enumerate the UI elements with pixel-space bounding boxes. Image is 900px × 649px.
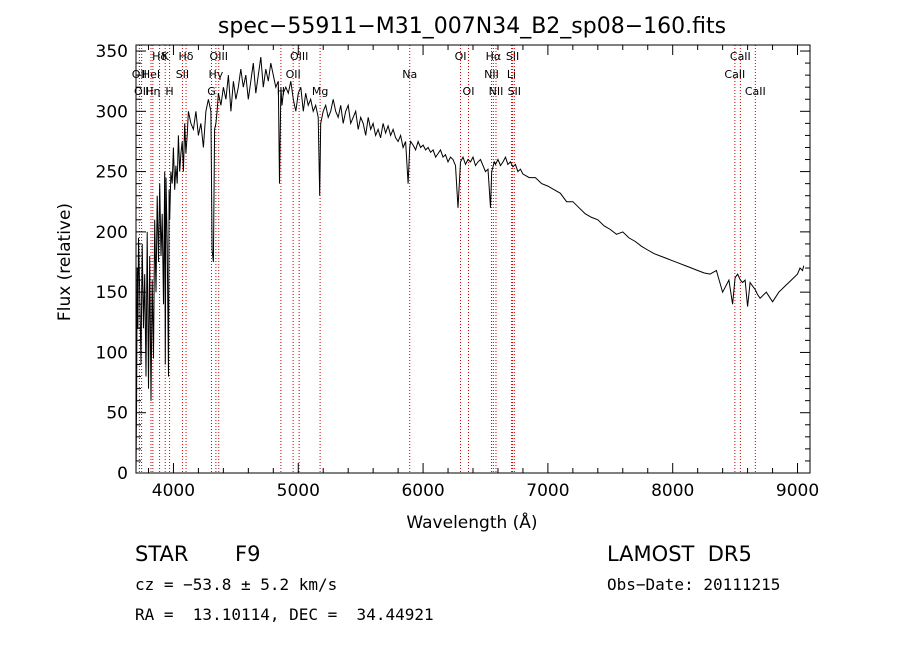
spectral-line-label: Mg — [312, 85, 328, 98]
spectral-line-label: Hδ — [152, 50, 167, 63]
y-tick-label: 250 — [96, 163, 128, 183]
spectral-line-label: CaII — [745, 85, 766, 98]
spectral-line-label: Hδ — [179, 50, 194, 63]
spectral-line-label: Hα — [486, 50, 502, 63]
y-tick-label: 300 — [96, 102, 128, 122]
object-subclass: F9 — [235, 542, 261, 566]
spectral-line-label: K — [162, 50, 170, 63]
observation-date: Obs−Date: 20111215 — [607, 575, 781, 594]
y-axis-label: Flux (relative) — [55, 203, 75, 321]
redshift-cz: cz = −53.8 ± 5.2 km/s — [135, 575, 338, 594]
y-tick-label: 0 — [117, 464, 128, 484]
y-tick-label: 200 — [96, 223, 128, 243]
spectrum-line — [135, 57, 805, 474]
x-axis-label: Wavelength (Å) — [406, 511, 537, 533]
spectral-line-label: G — [207, 85, 216, 98]
spectral-line-label: H — [165, 85, 173, 98]
plot-frame — [135, 44, 811, 474]
spectral-line-label: Hη — [145, 85, 160, 98]
spectral-line-label: OIII — [210, 50, 228, 63]
spectral-line-label: Na — [402, 68, 417, 81]
spectral-line-label: NII — [484, 68, 499, 81]
x-tick-label: 5000 — [277, 481, 320, 501]
object-class: STAR — [135, 542, 189, 566]
coordinates: RA = 13.10114, DEC = 34.44921 — [135, 605, 434, 624]
spectral-line-label: HeI — [142, 68, 160, 81]
x-tick-label: 6000 — [401, 481, 444, 501]
axis-ticks: 4000 5000 6000 7000 8000 9000 0 50 100 150 200 250 3… — [96, 42, 820, 501]
x-tick-label: 9000 — [776, 481, 819, 501]
spectral-line-label: CaII — [730, 50, 751, 63]
spectral-line-label: Hγ — [208, 68, 223, 81]
y-tick-label: 150 — [96, 283, 128, 303]
y-tick-label: 50 — [106, 404, 128, 424]
spectral-line-label: OIII — [290, 50, 308, 63]
spectral-line-label: OII — [286, 68, 301, 81]
y-tick-label: 350 — [96, 42, 128, 62]
survey-name: LAMOST DR5 — [607, 542, 752, 566]
spectral-line-label: Li — [507, 68, 516, 81]
spectral-line-label: SII — [506, 50, 519, 63]
chart-title: spec−55911−M31_007N34_B2_sp08−160.fits — [218, 14, 726, 39]
spectral-line-label: CaII — [724, 68, 745, 81]
spectral-line-label: SII — [508, 85, 521, 98]
spectral-line-label: SII — [176, 68, 189, 81]
x-tick-label: 4000 — [152, 481, 195, 501]
y-tick-label: 100 — [96, 343, 128, 363]
spectral-line-label: NII — [489, 85, 504, 98]
x-tick-label: 7000 — [526, 481, 569, 501]
spectral-line-label: OI — [463, 85, 475, 98]
spectral-line-label: OII — [134, 85, 149, 98]
x-tick-label: 8000 — [651, 481, 694, 501]
spectral-line-label: OI — [455, 50, 467, 63]
